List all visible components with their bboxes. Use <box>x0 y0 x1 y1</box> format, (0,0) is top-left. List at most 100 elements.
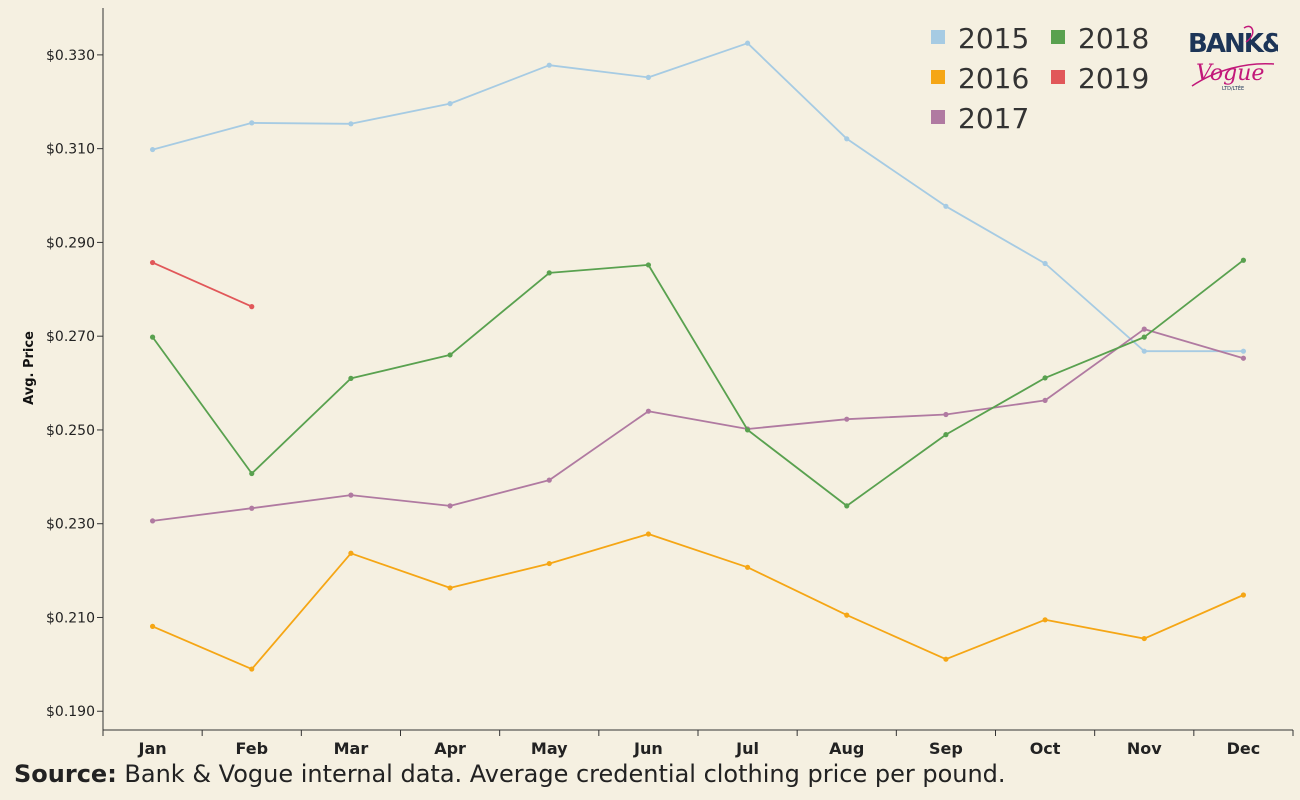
data-point-2019 <box>149 259 156 266</box>
data-point-2016 <box>546 560 552 567</box>
data-point-2015 <box>149 146 156 153</box>
legend-swatch-2018 <box>1051 30 1065 44</box>
data-point-2018 <box>249 470 255 477</box>
series-2017 <box>149 326 1247 524</box>
data-point-2015 <box>546 62 552 68</box>
data-point-2017 <box>1141 326 1147 332</box>
data-point-2015 <box>844 136 850 142</box>
legend-label-2019: 2019 <box>1078 62 1149 95</box>
logo-swoosh <box>1191 62 1275 87</box>
data-point-2019 <box>249 304 255 310</box>
x-tick-label-may: May <box>531 739 568 758</box>
y-tick-label: $0.190 <box>46 704 95 720</box>
legend-label-2016: 2016 <box>958 62 1029 95</box>
data-point-2017 <box>1240 355 1247 361</box>
y-tick-label: $0.230 <box>46 517 95 533</box>
data-point-2016 <box>744 564 751 570</box>
source-label: Source: <box>14 760 117 788</box>
series-line-2017 <box>152 328 1244 522</box>
data-point-2015 <box>1042 260 1048 267</box>
data-point-2018 <box>1240 257 1247 263</box>
x-tick-label-nov: Nov <box>1127 739 1162 758</box>
x-axis: Jan Feb Mar Apr May Jun Jul Aug Sep Oct Nov Dec <box>102 729 1294 758</box>
logo-bank-text: BANK& <box>1188 29 1278 59</box>
data-point-2018 <box>447 352 453 358</box>
legend-swatch-2016 <box>931 70 945 84</box>
series-line-2016 <box>152 533 1244 670</box>
data-point-2018 <box>645 262 652 268</box>
x-tick-label-sep: Sep <box>929 739 963 758</box>
data-point-2017 <box>1042 397 1048 404</box>
source-text: Bank & Vogue internal data. Average cred… <box>116 760 1006 788</box>
data-point-2017 <box>546 477 552 483</box>
source-note: Source: Bank & Vogue internal data. Aver… <box>14 760 1006 788</box>
data-point-2016 <box>1240 592 1247 598</box>
logo-vogue-text: Vogue <box>1196 61 1264 86</box>
data-point-2016 <box>645 531 652 537</box>
data-point-2018 <box>1141 334 1147 340</box>
series-layer <box>149 40 1247 672</box>
logo-flourish <box>1243 25 1254 43</box>
series-line-2015 <box>152 42 1244 353</box>
data-point-2015 <box>744 40 751 46</box>
legend-label-2017: 2017 <box>958 102 1029 135</box>
legend-swatch-2017 <box>931 110 945 124</box>
data-point-2015 <box>645 74 652 80</box>
data-point-2017 <box>844 416 850 422</box>
x-tick-label-aug: Aug <box>829 739 864 758</box>
y-tick-label: $0.310 <box>46 142 95 158</box>
x-tick-label-jun: Jun <box>633 739 663 758</box>
data-point-2016 <box>149 623 156 629</box>
x-tick-label-dec: Dec <box>1227 739 1261 758</box>
line-chart: Avg. Price $0.190 $0.210 $0.230 $0.250 $0.27… <box>22 8 1294 758</box>
x-tick-label-apr: Apr <box>434 739 466 758</box>
data-point-2015 <box>249 120 255 126</box>
legend: 2015 2016 2017 2018 2019 <box>931 22 1149 135</box>
logo-ltd-text: LTD/LTÉE <box>1222 84 1244 92</box>
series-2016 <box>149 531 1247 672</box>
data-point-2016 <box>348 550 354 556</box>
y-tick-label: $0.330 <box>46 48 95 64</box>
legend-label-2018: 2018 <box>1078 22 1149 55</box>
y-tick-label: $0.290 <box>46 235 95 251</box>
x-tick-label-jan: Jan <box>138 739 167 758</box>
x-tick-label-jul: Jul <box>735 739 759 758</box>
series-line-2019 <box>152 261 253 308</box>
data-point-2017 <box>645 408 652 414</box>
data-point-2016 <box>844 612 850 618</box>
data-point-2016 <box>943 656 949 662</box>
data-point-2018 <box>844 503 850 509</box>
brand-logo: BANK& Vogue LTD/LTÉE <box>1188 25 1278 92</box>
legend-swatch-2019 <box>1051 70 1065 84</box>
data-point-2017 <box>348 492 354 498</box>
data-point-2018 <box>149 334 156 340</box>
y-axis: $0.190 $0.210 $0.230 $0.250 $0.270 $0.290 $0.3… <box>46 8 104 730</box>
data-point-2018 <box>943 432 949 438</box>
data-point-2016 <box>1141 635 1147 642</box>
data-point-2017 <box>447 503 453 509</box>
data-point-2015 <box>943 203 949 209</box>
series-line-2018 <box>151 259 1244 507</box>
y-tick-label: $0.210 <box>46 610 95 626</box>
series-2015 <box>149 40 1247 354</box>
series-2019 <box>149 259 255 310</box>
data-point-2016 <box>447 585 453 591</box>
x-tick-label-oct: Oct <box>1030 739 1061 758</box>
legend-swatch-2015 <box>931 30 945 44</box>
x-tick-label-mar: Mar <box>334 739 369 758</box>
series-2018 <box>149 257 1247 509</box>
data-point-2016 <box>1042 617 1048 623</box>
data-point-2015 <box>447 101 453 107</box>
data-point-2018 <box>744 427 751 433</box>
data-point-2016 <box>249 666 255 672</box>
y-axis-title: Avg. Price <box>22 331 37 405</box>
data-point-2017 <box>149 518 156 524</box>
data-point-2017 <box>249 505 255 511</box>
data-point-2018 <box>1042 375 1048 381</box>
legend-label-2015: 2015 <box>958 22 1029 55</box>
y-tick-label: $0.270 <box>46 329 95 345</box>
data-point-2015 <box>1240 348 1247 354</box>
y-tick-label: $0.250 <box>46 423 95 439</box>
data-point-2015 <box>348 121 354 127</box>
data-point-2018 <box>546 270 552 276</box>
